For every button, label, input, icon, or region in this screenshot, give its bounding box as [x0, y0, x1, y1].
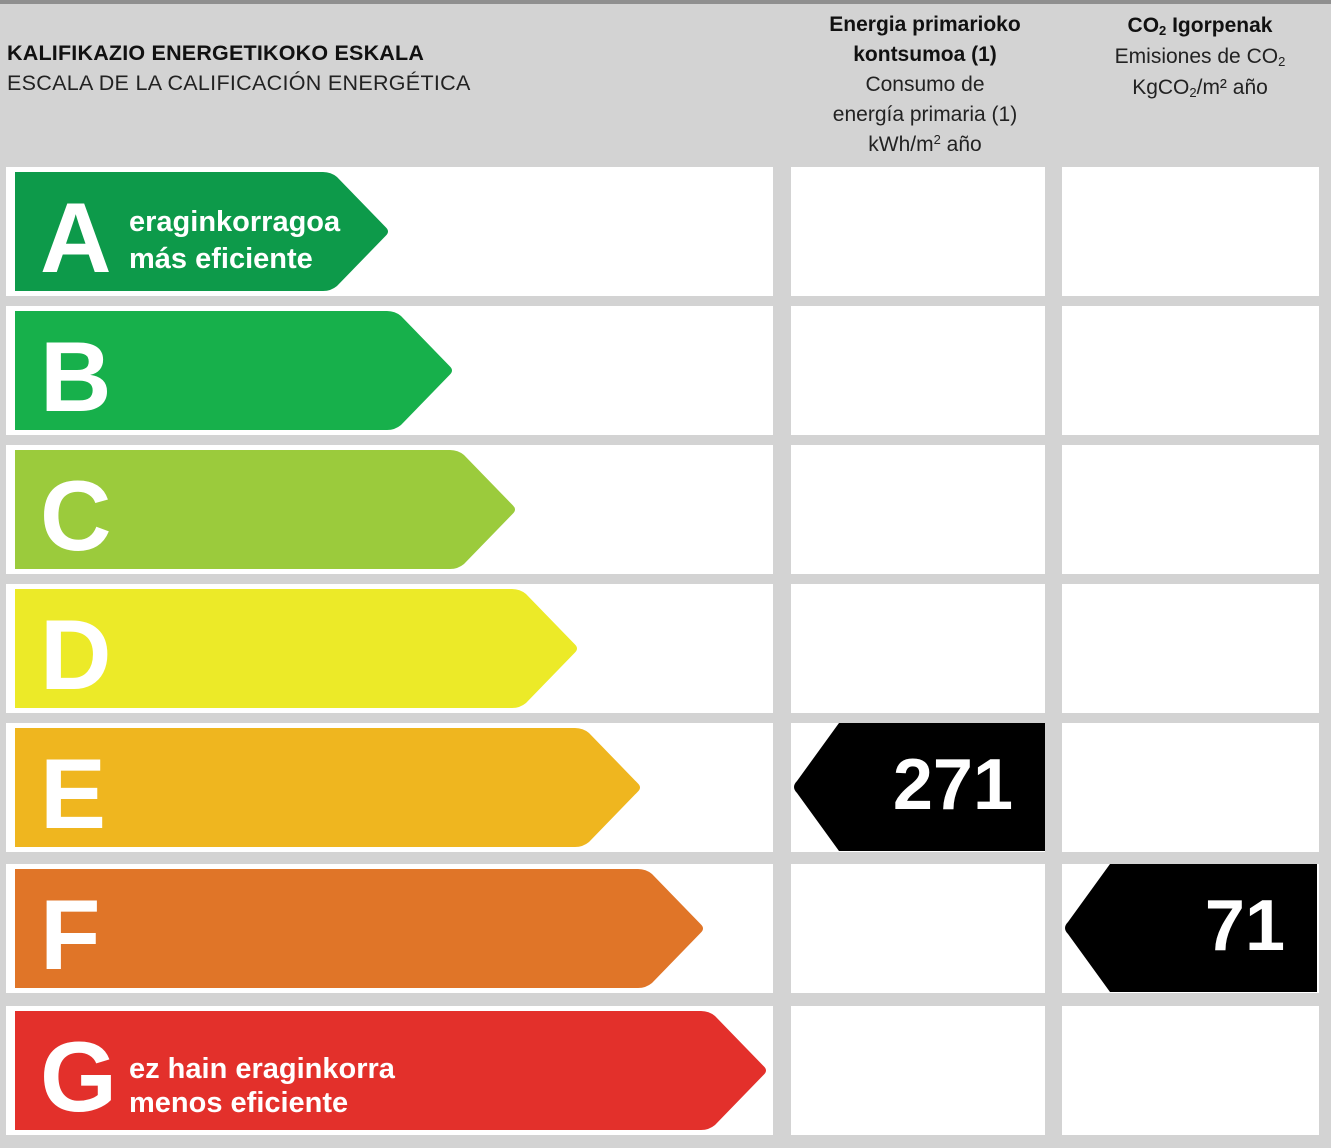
rating-d-energy-cell — [791, 584, 1045, 713]
rating-a-arrow — [15, 172, 388, 291]
rating-b-emissions-cell — [1062, 306, 1319, 435]
rating-row-e: E 271 — [0, 723, 1331, 852]
rating-row-f: F 71 — [0, 864, 1331, 993]
scale-title-basque: KALIFIKAZIO ENERGETIKOKO ESKALA — [7, 41, 425, 65]
rating-c-arrow — [15, 450, 515, 569]
co2-emissions-value: 71 — [1204, 886, 1285, 966]
emissions-column-header: CO2 Igorpenak Emisiones de CO2 KgCO2/m² … — [1060, 10, 1331, 103]
rating-d-letter: D — [40, 599, 112, 710]
energy-header-line1: Energia primarioko — [829, 13, 1021, 36]
rating-g-label-spanish: menos eficiente — [129, 1087, 349, 1119]
energy-consumption-marker-shape — [794, 723, 1045, 851]
energy-header-unit: kWh/m2 año — [868, 132, 982, 156]
energy-consumption-value: 271 — [892, 745, 1013, 825]
rating-a-emissions-cell — [1062, 167, 1319, 296]
energy-header-line4: energía primaria (1) — [832, 103, 1018, 126]
rating-c-letter: C — [40, 460, 112, 571]
energy-column-header: Energia primarioko kontsumoa (1) Consumo… — [788, 10, 1062, 160]
rating-g-arrow — [15, 1011, 766, 1130]
rating-g-label-basque: ez hain eraginkorra — [129, 1053, 395, 1085]
top-border — [0, 0, 1331, 4]
rating-a-letter: A — [40, 182, 112, 293]
rating-f-energy-cell — [791, 864, 1045, 993]
rating-a-energy-cell — [791, 167, 1045, 296]
rating-c-emissions-cell — [1062, 445, 1319, 574]
rating-d-arrow — [15, 589, 577, 708]
energy-header-line2: kontsumoa (1) — [853, 43, 997, 66]
rating-d-arrow-shape — [15, 589, 577, 708]
rating-b-letter: B — [40, 321, 112, 432]
rating-a-arrow-shape — [15, 172, 388, 291]
rating-e-letter: E — [40, 738, 107, 849]
rating-f-letter: F — [40, 879, 101, 990]
rating-row-b: B — [0, 306, 1331, 435]
rating-f-arrow-shape — [15, 869, 703, 988]
rating-e-arrow-shape — [15, 728, 640, 847]
rating-g-energy-cell — [791, 1006, 1045, 1135]
rating-c-arrow-shape — [15, 450, 515, 569]
rating-g-letter: G — [40, 1021, 118, 1132]
scale-title-spanish: ESCALA DE LA CALIFICACIÓN ENERGÉTICA — [7, 71, 471, 95]
rating-a-label-spanish: más eficiente — [129, 243, 313, 275]
emissions-header-line2: Emisiones de CO2 — [1114, 45, 1286, 69]
co2-emissions-marker — [1065, 864, 1317, 992]
rating-g-arrow-shape — [15, 1011, 766, 1130]
rating-b-energy-cell — [791, 306, 1045, 435]
rating-e-arrow — [15, 728, 640, 847]
rating-c-energy-cell — [791, 445, 1045, 574]
rating-row-d: D — [0, 584, 1331, 713]
co2-emissions-marker-shape — [1065, 864, 1317, 992]
emissions-header-unit: KgCO2/m² año — [1132, 76, 1268, 100]
energy-header-line3: Consumo de — [865, 73, 985, 96]
rating-g-emissions-cell — [1062, 1006, 1319, 1135]
rating-b-arrow — [15, 311, 452, 430]
rating-f-arrow — [15, 869, 703, 988]
rating-b-arrow-shape — [15, 311, 452, 430]
rating-a-label-basque: eraginkorragoa — [129, 206, 341, 238]
emissions-header-line1: CO2 Igorpenak — [1127, 14, 1273, 38]
rating-d-emissions-cell — [1062, 584, 1319, 713]
rating-e-emissions-cell — [1062, 723, 1319, 852]
rating-row-c: C — [0, 445, 1331, 574]
energy-consumption-marker — [794, 723, 1045, 851]
